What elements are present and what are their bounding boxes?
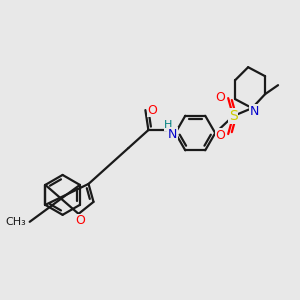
Text: N: N xyxy=(249,105,259,118)
Text: O: O xyxy=(215,128,225,142)
Text: N: N xyxy=(168,128,177,140)
Text: S: S xyxy=(229,109,238,123)
Text: O: O xyxy=(76,214,85,227)
Text: O: O xyxy=(215,91,225,103)
Text: H: H xyxy=(164,120,172,130)
Text: CH₃: CH₃ xyxy=(5,217,26,227)
Text: O: O xyxy=(147,103,157,117)
